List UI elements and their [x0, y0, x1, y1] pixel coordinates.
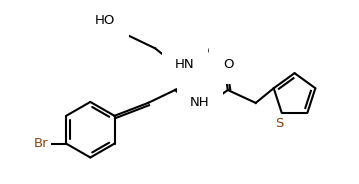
Text: HO: HO	[95, 14, 116, 27]
Text: O: O	[199, 45, 209, 58]
Text: HN: HN	[175, 58, 195, 71]
Text: S: S	[275, 117, 284, 130]
Text: NH: NH	[190, 96, 210, 109]
Text: Br: Br	[34, 137, 48, 150]
Text: O: O	[224, 58, 234, 71]
